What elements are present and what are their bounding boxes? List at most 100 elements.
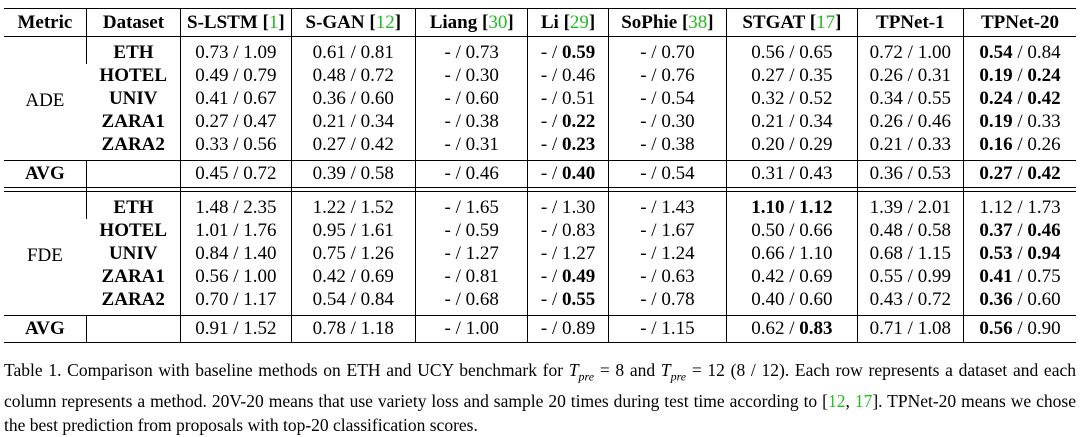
table-cell: 0.95 / 1.61	[290, 219, 416, 242]
dataset-label: ETH	[85, 191, 181, 219]
citation-link[interactable]: 38	[688, 12, 708, 33]
table-cell: 0.56 / 0.90	[963, 315, 1076, 343]
table-cell: 0.71 / 1.08	[856, 315, 964, 343]
metric-label: FDE	[26, 245, 63, 266]
table-cell: 0.56 / 1.00	[180, 265, 292, 288]
table-cell: 0.41 / 0.75	[963, 265, 1076, 288]
table-cell: - / 0.83	[527, 219, 609, 242]
table-cell: 0.68 / 1.15	[856, 242, 964, 265]
caption-math-symbol: T	[568, 360, 579, 380]
citation-link[interactable]: 30	[488, 12, 508, 33]
table-cell: - / 0.89	[527, 315, 609, 343]
table-cell: 0.72 / 1.00	[856, 36, 964, 64]
table-cell: 0.61 / 0.81	[290, 36, 416, 64]
column-header: S-LSTM [1]	[180, 8, 292, 37]
table-cell: 0.21 / 0.33	[856, 133, 964, 161]
caption-math-t-pre-1: Tpre	[568, 360, 594, 384]
table-cell: 0.75 / 1.26	[290, 242, 416, 265]
citation-link[interactable]: 12	[375, 12, 395, 33]
table-cell: 0.26 / 0.31	[856, 64, 964, 87]
table-cell: - / 0.23	[527, 133, 609, 161]
table-cell: - / 0.30	[607, 110, 727, 133]
table-cell: 0.54 / 0.84	[290, 288, 416, 316]
table-cell: 0.39 / 0.58	[290, 160, 416, 188]
caption-math-t-pre-2: Tpre	[660, 360, 686, 384]
caption-citation[interactable]: 17	[854, 390, 873, 411]
caption-citation[interactable]: 12	[827, 390, 846, 411]
table-cell: 0.27 / 0.42	[290, 133, 416, 161]
caption-math-subscript: pre	[670, 369, 687, 384]
table-cell: 0.40 / 0.60	[726, 288, 858, 316]
column-header-label: S-LSTM	[187, 12, 258, 33]
caption-eq1: = 8 and	[594, 360, 661, 380]
table-cell: - / 0.78	[607, 288, 727, 316]
separator-cell	[4, 187, 87, 192]
table-cell: - / 1.27	[414, 242, 528, 265]
separator-cell	[856, 187, 964, 192]
caption-prefix: Table 1. Comparison with baseline method…	[4, 360, 569, 380]
separator-cell	[414, 187, 528, 192]
group-separator	[4, 187, 1076, 192]
table-cell: 0.42 / 0.69	[290, 265, 416, 288]
citation-link[interactable]: 29	[569, 12, 589, 33]
table-cell: 0.78 / 1.18	[290, 315, 416, 343]
table-body: ADE ETH 0.73 / 1.09 0.61 / 0.81- / 0.73 - / …	[4, 36, 1076, 343]
caption-math-subscript: pre	[578, 369, 595, 384]
table-cell: - / 0.60	[414, 87, 528, 110]
caption-suffix: ]. TPNet-20 means we chose the best pred…	[4, 390, 1076, 435]
table-cell: - / 0.51	[527, 87, 609, 110]
table-cell: 0.27 / 0.42	[963, 160, 1076, 188]
table-cell: 1.10 / 1.12	[726, 191, 858, 219]
table-cell: 0.36 / 0.60	[290, 87, 416, 110]
dataset-label: UNIV	[108, 243, 158, 264]
caption-math-symbol: T	[660, 360, 671, 380]
table-cell: 0.21 / 0.34	[290, 110, 416, 133]
dataset-empty-cell	[85, 315, 181, 343]
table-cell: 0.19 / 0.33	[963, 110, 1076, 133]
column-header: STGAT [17]	[726, 8, 858, 37]
column-header: Liang [30]	[414, 8, 528, 37]
table-cell: - / 1.67	[607, 219, 727, 242]
table-cell: - / 0.22	[527, 110, 609, 133]
table-cell: - / 1.24	[607, 242, 727, 265]
table-cell: 1.48 / 2.35	[180, 191, 292, 219]
table-cell: 0.73 / 1.09	[180, 36, 292, 64]
table-row: UNIV 0.84 / 1.40 0.75 / 1.26- / 1.27- / 1.…	[4, 242, 1076, 265]
table-cell: - / 0.76	[607, 64, 727, 87]
table-row: HOTEL 0.49 / 0.79 0.48 / 0.72- / 0.30- / 0…	[4, 64, 1076, 87]
table-cell: - / 0.63	[607, 265, 727, 288]
table-row: FDE ETH 1.48 / 2.35 1.22 / 1.52- / 1.65- / …	[4, 191, 1076, 266]
table-cell: - / 0.31	[414, 133, 528, 161]
table-cell: 0.36 / 0.60	[963, 288, 1076, 316]
table-cell: 0.41 / 0.67	[180, 87, 292, 110]
table-cell: 0.34 / 0.55	[856, 87, 964, 110]
table-row: ZARA2 0.70 / 1.17 0.54 / 0.84- / 0.68- / 0…	[4, 288, 1076, 316]
table-cell: 0.49 / 0.79	[180, 64, 292, 87]
citation-link[interactable]: 1	[268, 12, 279, 33]
table-cell: 1.01 / 1.76	[180, 219, 292, 242]
table-cell: - / 0.38	[607, 133, 727, 161]
table-row: ZARA1 0.27 / 0.47 0.21 / 0.34- / 0.38- / 0…	[4, 110, 1076, 133]
table-cell: - / 0.81	[414, 265, 528, 288]
dataset-label: ZARA2	[101, 289, 165, 310]
column-header: TPNet-1	[856, 8, 964, 37]
table-cell: 1.22 / 1.52	[290, 191, 416, 219]
metric-label: ADE	[25, 90, 65, 111]
table-header-row: Metric Dataset S-LSTM [1] S-GAN [12] Liang […	[4, 8, 1076, 37]
table-cell: 0.45 / 0.72	[180, 160, 292, 188]
column-header-label: SoPhie	[621, 12, 678, 33]
table-cell: 0.32 / 0.52	[726, 87, 858, 110]
separator-cell	[85, 187, 181, 192]
table-cell: 0.53 / 0.94	[963, 242, 1076, 265]
table-cell: - / 0.70	[607, 36, 727, 64]
separator-cell	[527, 187, 609, 192]
citation-link[interactable]: 17	[816, 12, 836, 33]
table-cell: 1.39 / 2.01	[856, 191, 964, 219]
table-cell: 0.91 / 1.52	[180, 315, 292, 343]
table-cell: - / 0.73	[414, 36, 528, 64]
dataset-label: ZARA1	[101, 266, 165, 287]
table-cell: 0.48 / 0.58	[856, 219, 964, 242]
column-header-label: S-GAN	[305, 12, 365, 33]
table-cell: 0.27 / 0.35	[726, 64, 858, 87]
table-cell: 0.26 / 0.46	[856, 110, 964, 133]
